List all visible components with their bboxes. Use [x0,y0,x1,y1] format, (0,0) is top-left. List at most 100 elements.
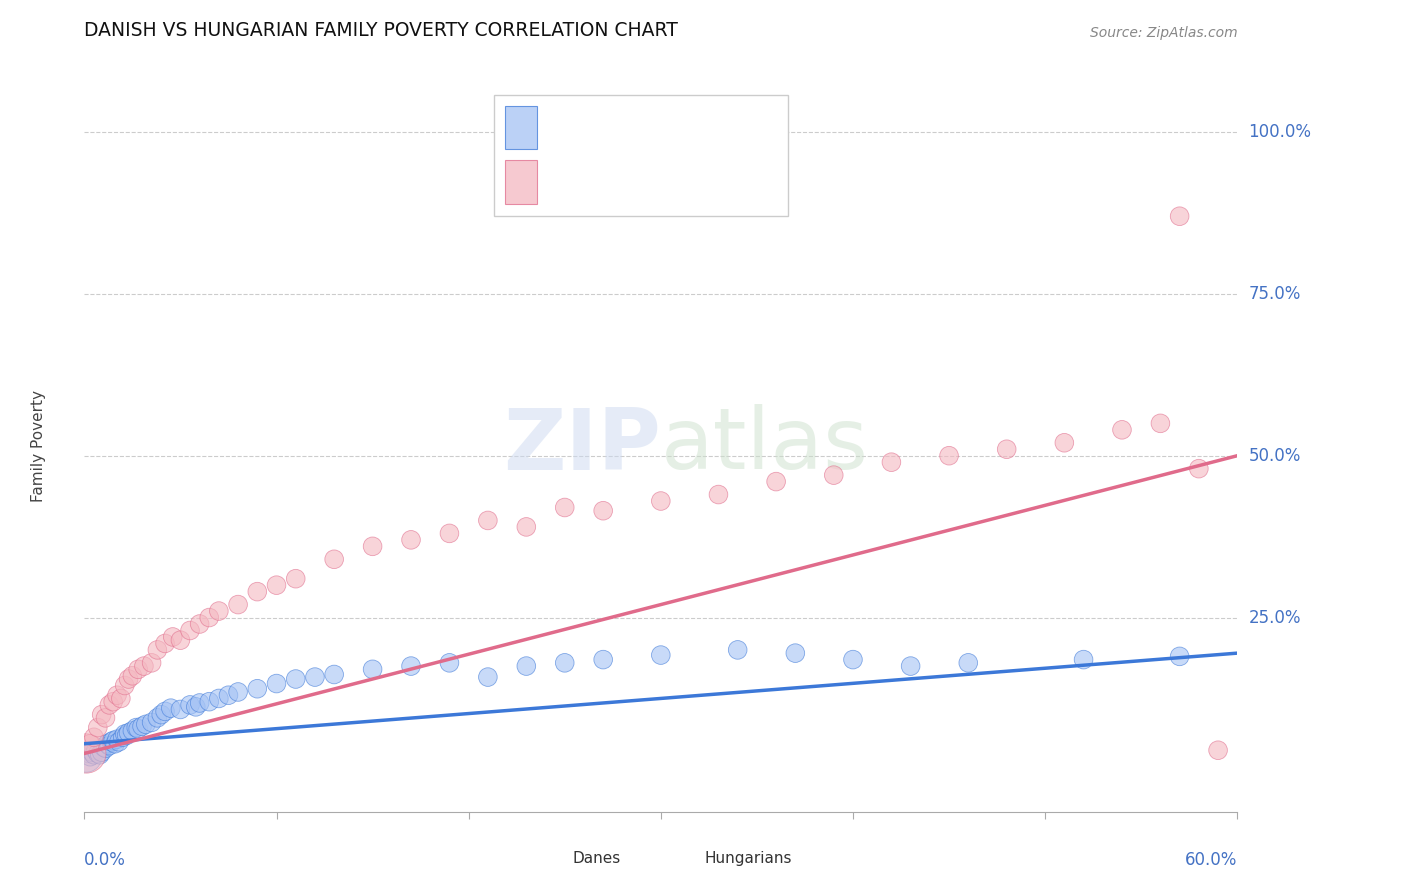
Point [650,494,672,508]
Point [114,727,136,741]
Point [399,533,422,547]
Point [1053,435,1076,450]
Point [131,719,153,733]
Text: R = 0.386: R = 0.386 [551,119,634,136]
Point [132,659,155,673]
Text: R = 0.634: R = 0.634 [551,173,634,191]
Point [79,737,101,751]
Point [83,747,105,762]
Point [90,745,112,759]
Point [84,743,107,757]
Point [650,648,672,662]
Point [208,604,231,618]
Point [188,617,211,632]
Point [169,702,191,716]
Point [323,667,346,681]
Point [103,695,124,709]
Text: 100.0%: 100.0% [1249,123,1312,141]
FancyBboxPatch shape [540,847,565,871]
Point [127,722,149,736]
Point [399,659,422,673]
Point [162,630,184,644]
Point [266,676,288,690]
Point [103,733,124,747]
Point [169,633,191,648]
Point [592,504,614,518]
Point [94,711,117,725]
Point [218,688,240,702]
Point [117,725,139,739]
Point [141,656,163,670]
Point [96,737,118,751]
Point [226,598,249,612]
Point [765,475,787,489]
Point [114,678,136,692]
Point [1073,652,1095,666]
Point [208,691,231,706]
Point [108,735,131,749]
Point [179,698,201,712]
Point [100,735,122,749]
Point [707,487,730,501]
Point [554,500,576,515]
Point [995,442,1018,457]
Point [127,662,149,676]
Point [105,732,128,747]
Point [79,749,101,764]
Text: DANISH VS HUNGARIAN FAMILY POVERTY CORRELATION CHART: DANISH VS HUNGARIAN FAMILY POVERTY CORRE… [84,21,678,40]
Point [117,672,139,686]
Text: Danes: Danes [572,851,620,866]
Text: 25.0%: 25.0% [1249,608,1301,626]
Point [77,747,100,761]
Point [94,741,117,756]
Point [146,643,169,657]
FancyBboxPatch shape [505,105,537,149]
Text: 0.0%: 0.0% [84,851,127,869]
FancyBboxPatch shape [494,95,787,216]
Point [121,723,143,738]
Point [153,636,176,650]
Point [179,624,201,638]
Point [1168,209,1191,223]
Text: 50.0%: 50.0% [1249,447,1301,465]
Point [727,643,749,657]
Point [1206,743,1229,757]
FancyBboxPatch shape [505,160,537,203]
Point [477,670,499,684]
Point [90,707,112,722]
Point [361,662,384,676]
Text: 75.0%: 75.0% [1249,285,1301,303]
Point [75,749,97,764]
Point [184,699,207,714]
Point [1149,417,1171,431]
Point [125,721,148,735]
Point [900,659,922,673]
Point [226,685,249,699]
Point [188,696,211,710]
Point [160,701,183,715]
Point [146,711,169,725]
Point [823,468,845,483]
Point [198,695,221,709]
Point [141,715,163,730]
Point [477,513,499,527]
Text: Source: ZipAtlas.com: Source: ZipAtlas.com [1090,26,1237,40]
Text: N = 49: N = 49 [644,173,702,191]
Point [87,721,110,735]
Point [83,731,105,745]
Point [785,646,807,660]
Point [842,652,865,666]
Point [554,656,576,670]
Point [1111,423,1133,437]
Point [110,691,132,706]
Point [150,707,173,722]
Text: ZIP: ZIP [503,404,661,488]
Point [880,455,903,469]
Point [323,552,346,566]
Point [80,745,103,759]
Point [93,739,115,754]
Point [957,656,980,670]
Point [111,731,134,745]
Point [121,669,143,683]
Point [105,688,128,702]
